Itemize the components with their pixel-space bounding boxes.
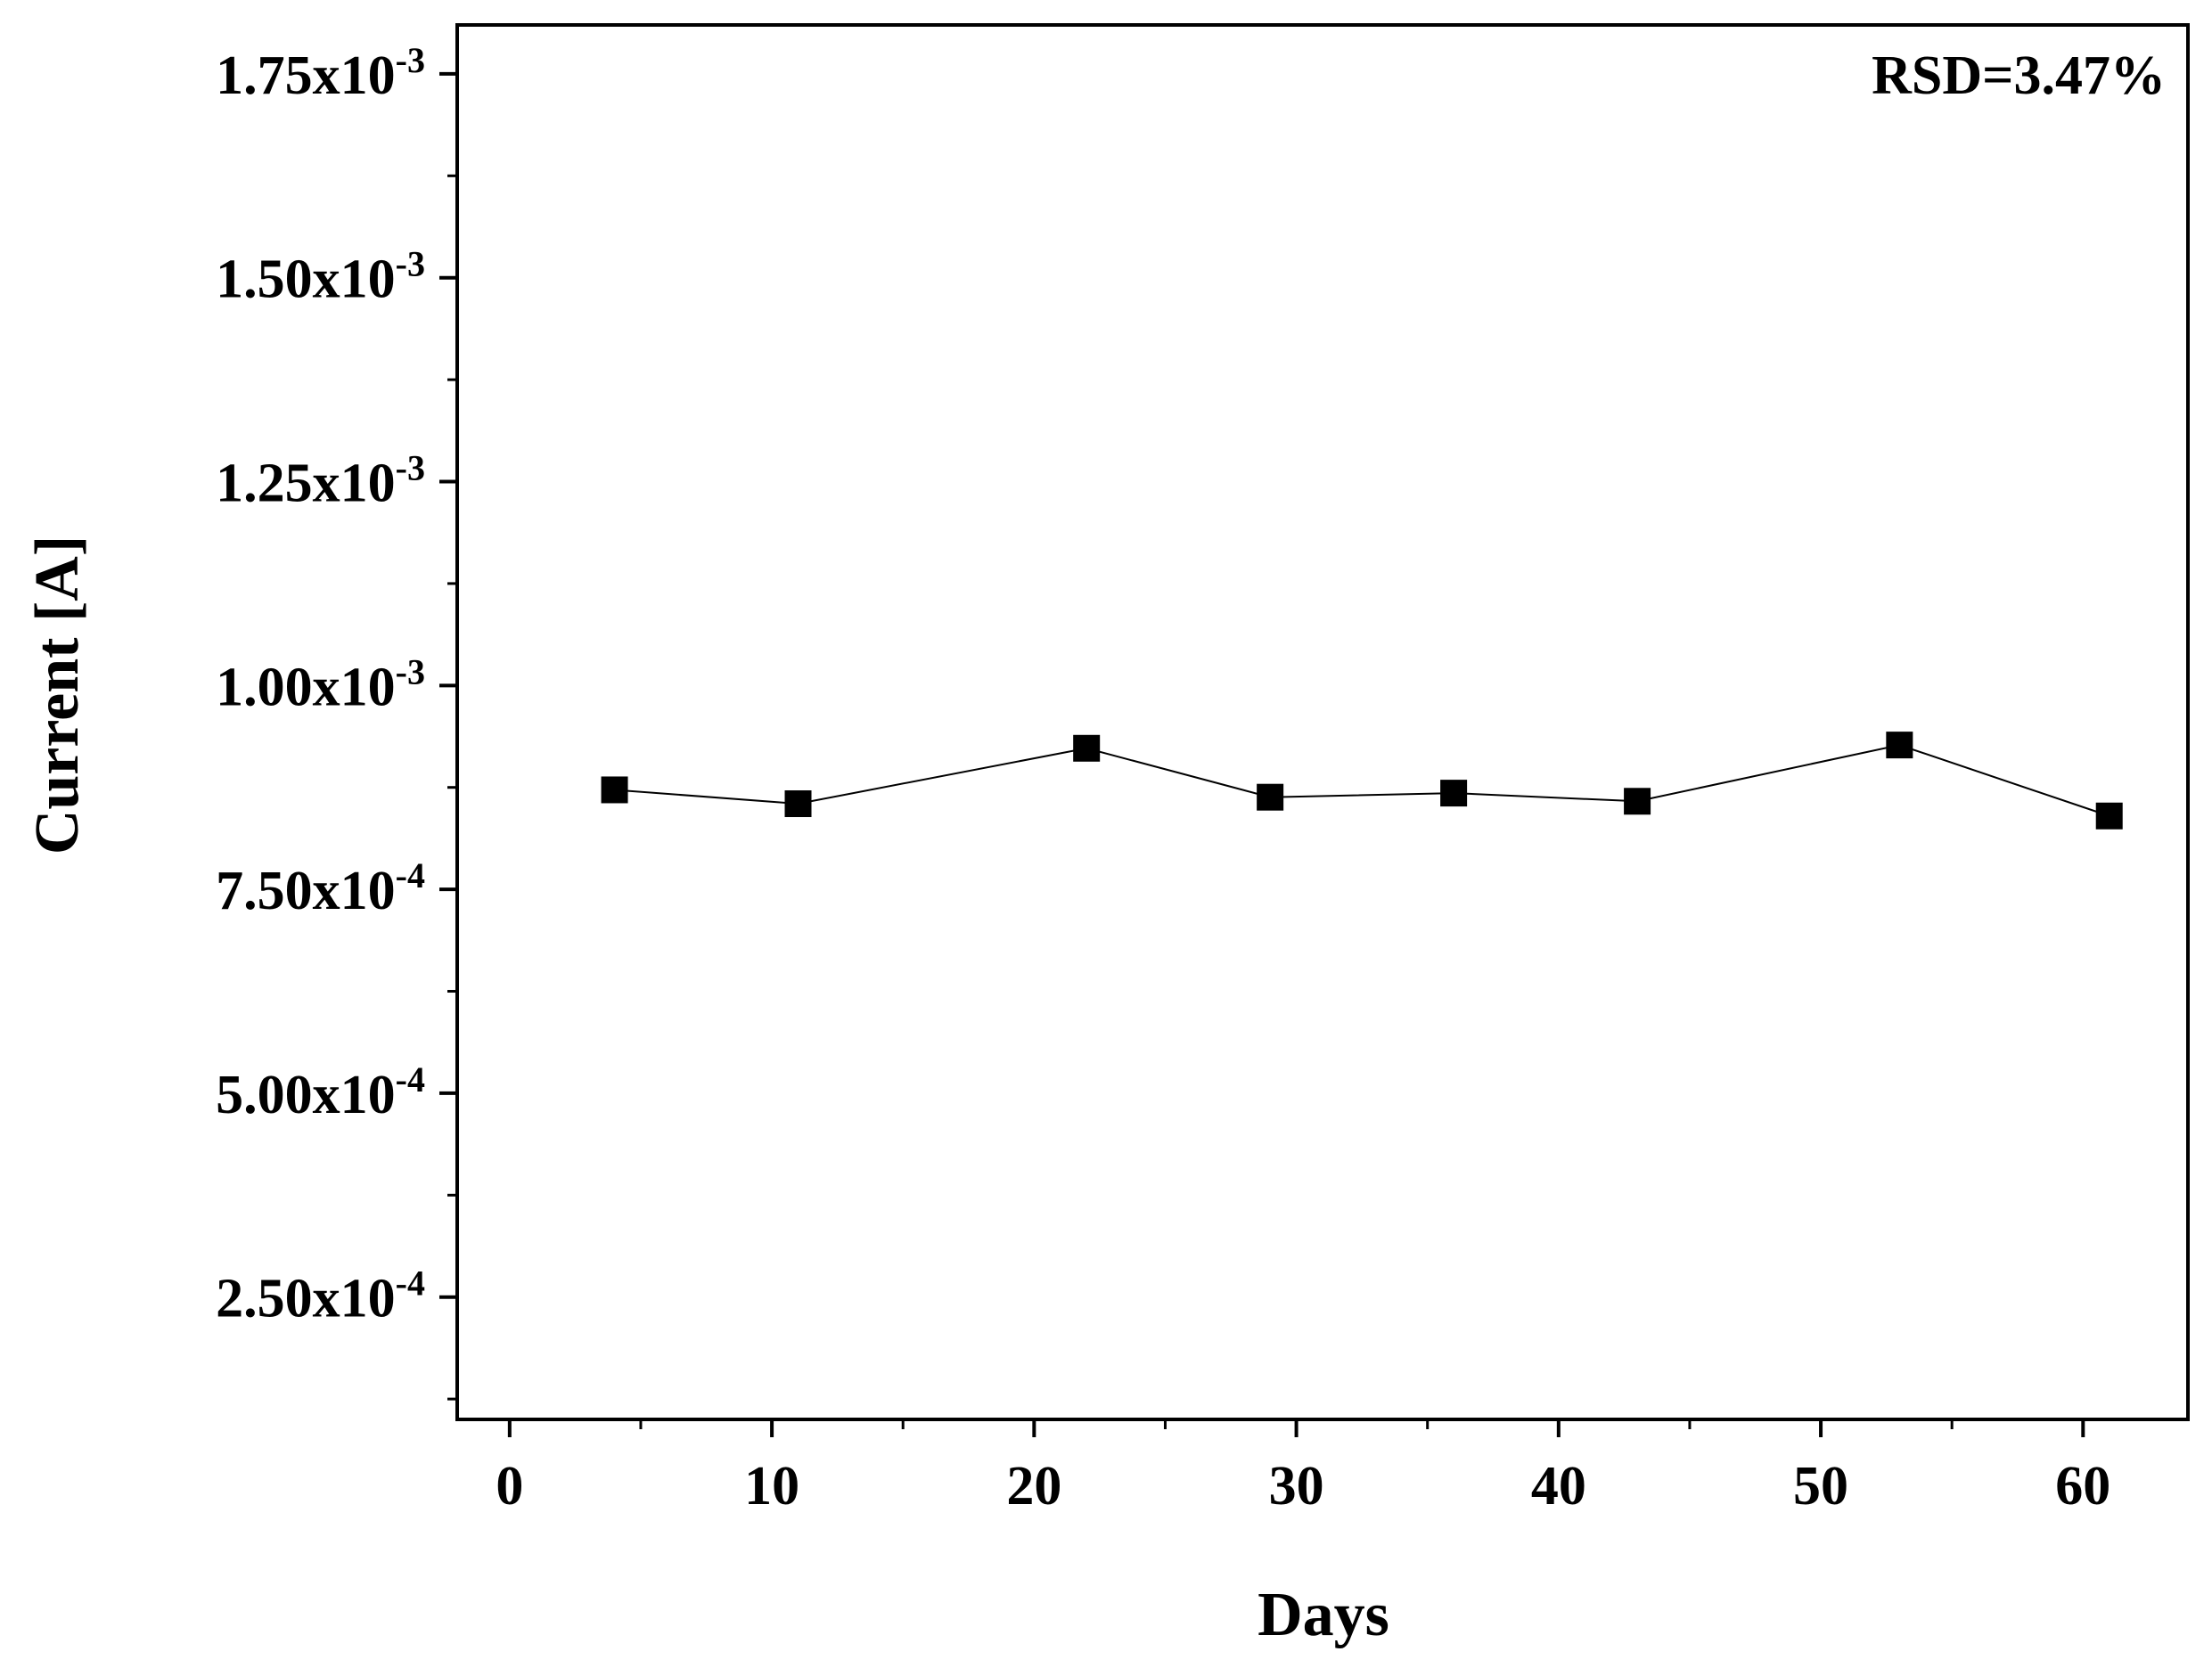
- data-point-marker: [1073, 734, 1101, 762]
- y-tick-exponent: -4: [396, 1059, 425, 1100]
- y-tick-exponent: -4: [396, 855, 425, 895]
- data-point-marker: [784, 790, 812, 818]
- y-tick-mantissa: 1.50x10: [216, 249, 396, 310]
- y-tick-mantissa: 7.50x10: [216, 861, 396, 921]
- y-tick-label: 2.50x10-4: [216, 1263, 425, 1329]
- y-tick-label: 5.00x10-4: [216, 1059, 425, 1125]
- y-tick-mantissa: 1.75x10: [216, 45, 396, 106]
- x-tick-label: 0: [496, 1456, 523, 1517]
- y-tick-mantissa: 1.00x10: [216, 657, 396, 717]
- y-tick-exponent: -3: [396, 40, 425, 80]
- data-point-marker: [1886, 732, 1913, 759]
- plot-frame: [455, 23, 2190, 1421]
- x-tick-label: 20: [1006, 1456, 1061, 1517]
- series-line: [614, 744, 2110, 817]
- series-current: [601, 732, 2123, 830]
- y-tick-label: 1.00x10-3: [216, 651, 425, 717]
- x-tick-label: 10: [744, 1456, 799, 1517]
- y-tick-label: 7.50x10-4: [216, 855, 425, 921]
- data-point-marker: [2095, 802, 2123, 830]
- x-tick-label: 60: [2055, 1456, 2110, 1517]
- y-axis-title: Current [A]: [23, 536, 92, 854]
- axes: 0 10 20 30 40 50 602.50x10-45.00x10-47.50x10-4…: [216, 23, 2190, 1517]
- y-tick-exponent: -4: [396, 1263, 425, 1304]
- x-tick-label: 50: [1793, 1456, 1848, 1517]
- x-axis-title: Days: [1258, 1581, 1389, 1649]
- y-tick-exponent: -3: [396, 448, 425, 488]
- data-point-marker: [1440, 780, 1468, 807]
- rsd-annotation: RSD=3.47%: [1872, 45, 2166, 106]
- y-tick-label: 1.75x10-3: [216, 40, 425, 106]
- x-tick-label: 40: [1531, 1456, 1586, 1517]
- y-tick-mantissa: 2.50x10: [216, 1269, 396, 1329]
- y-tick-label: 1.50x10-3: [216, 244, 425, 310]
- x-tick-label: 30: [1269, 1456, 1324, 1517]
- y-tick-mantissa: 1.25x10: [216, 454, 396, 514]
- data-point-marker: [1624, 788, 1651, 815]
- data-point-marker: [1257, 783, 1284, 811]
- y-tick-label: 1.25x10-3: [216, 448, 425, 514]
- y-tick-mantissa: 5.00x10: [216, 1065, 396, 1125]
- y-tick-exponent: -3: [396, 651, 425, 691]
- y-tick-exponent: -3: [396, 244, 425, 284]
- data-point-marker: [601, 776, 628, 804]
